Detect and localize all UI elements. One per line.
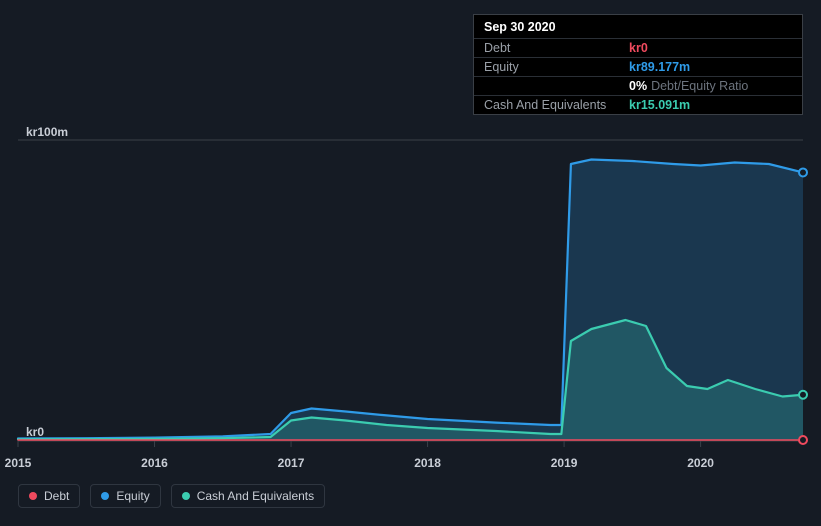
- legend-dot-icon: [101, 492, 109, 500]
- y-tick-label: kr100m: [26, 125, 68, 139]
- tooltip-row-label: Equity: [484, 60, 629, 74]
- tooltip: Sep 30 2020 Debtkr0Equitykr89.177m0%Debt…: [473, 14, 803, 115]
- tooltip-ratio: 0%Debt/Equity Ratio: [629, 79, 748, 93]
- tooltip-row: 0%Debt/Equity Ratio: [474, 76, 802, 95]
- tooltip-row: Cash And Equivalentskr15.091m: [474, 95, 802, 114]
- x-tick-label: 2018: [414, 456, 441, 470]
- tooltip-row-label: Cash And Equivalents: [484, 98, 629, 112]
- tooltip-row: Debtkr0: [474, 38, 802, 57]
- tooltip-row: Equitykr89.177m: [474, 57, 802, 76]
- x-tick-label: 2020: [687, 456, 714, 470]
- x-tick-label: 2017: [278, 456, 305, 470]
- legend-label: Equity: [116, 489, 149, 503]
- legend-dot-icon: [182, 492, 190, 500]
- x-tick-label: 2019: [551, 456, 578, 470]
- tooltip-date: Sep 30 2020: [474, 15, 802, 38]
- legend-item-equity[interactable]: Equity: [90, 484, 160, 508]
- legend-dot-icon: [29, 492, 37, 500]
- tooltip-row-value: kr89.177m: [629, 60, 690, 74]
- tooltip-row-value: kr0: [629, 41, 648, 55]
- tooltip-row-label: Debt: [484, 41, 629, 55]
- legend-item-cash-and-equivalents[interactable]: Cash And Equivalents: [171, 484, 325, 508]
- legend: Debt Equity Cash And Equivalents: [18, 484, 325, 508]
- y-tick-label: kr0: [26, 425, 44, 439]
- legend-item-debt[interactable]: Debt: [18, 484, 80, 508]
- x-tick-label: 2016: [141, 456, 168, 470]
- tooltip-row-value: kr15.091m: [629, 98, 690, 112]
- legend-label: Cash And Equivalents: [197, 489, 314, 503]
- x-tick-label: 2015: [5, 456, 32, 470]
- legend-label: Debt: [44, 489, 69, 503]
